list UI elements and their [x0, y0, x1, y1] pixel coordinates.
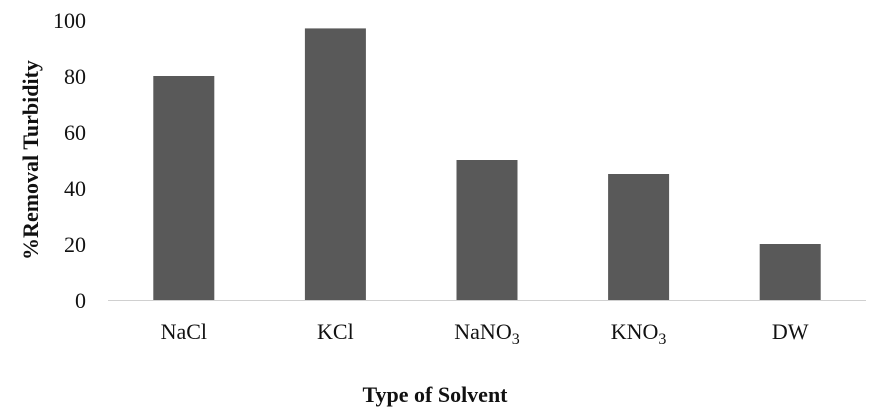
x-category-label: KNO3 [611, 319, 667, 348]
y-tick-label: 40 [64, 176, 86, 201]
x-axis-title: Type of Solvent [362, 382, 508, 407]
x-category-label: NaCl [161, 319, 207, 344]
bars [153, 28, 821, 301]
y-tick-label: 60 [64, 120, 86, 145]
y-tick-label: 80 [64, 64, 86, 89]
y-tick-label: 0 [75, 288, 86, 313]
x-category-label: NaNO3 [454, 319, 519, 348]
y-axis-ticks: 0 20 40 60 80 100 [53, 8, 86, 313]
bar [153, 76, 215, 300]
x-category-label: DW [772, 319, 809, 344]
x-category-label: KCl [317, 319, 354, 344]
y-tick-label: 20 [64, 232, 86, 257]
bar [304, 28, 366, 301]
bar [608, 174, 670, 300]
y-axis-title: %Removal Turbidity [18, 60, 43, 260]
y-tick-label: 100 [53, 8, 86, 33]
bar [759, 244, 821, 300]
x-axis-category-labels: NaCl KCl NaNO3 KNO3 DW [161, 319, 809, 348]
bar [456, 160, 518, 300]
